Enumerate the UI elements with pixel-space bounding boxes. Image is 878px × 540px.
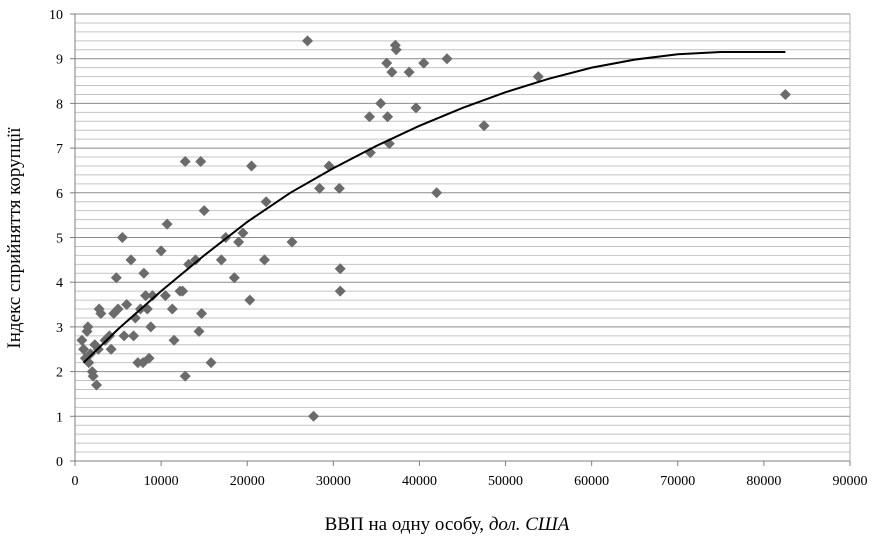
x-tick-label: 40000 bbox=[402, 474, 437, 489]
y-axis-title: Індекс сприйняття корупції bbox=[4, 127, 25, 349]
y-tick-label: 6 bbox=[56, 187, 63, 202]
x-tick-labels: 0 10000 20000 30000 40000 50000 60000 70000 8000… bbox=[72, 474, 868, 489]
data-point bbox=[215, 254, 227, 266]
x-tick-label: 60000 bbox=[574, 474, 609, 489]
data-point bbox=[205, 357, 217, 369]
data-point bbox=[121, 299, 133, 311]
data-point bbox=[128, 330, 140, 342]
data-point bbox=[237, 227, 249, 239]
data-point bbox=[364, 111, 375, 123]
data-point bbox=[95, 307, 107, 319]
data-point bbox=[103, 330, 115, 342]
data-point bbox=[228, 272, 240, 284]
data-point bbox=[375, 97, 387, 109]
y-tick-label: 7 bbox=[56, 142, 63, 157]
data-point bbox=[302, 35, 313, 47]
y-tick-label: 4 bbox=[56, 276, 63, 291]
data-point bbox=[403, 66, 415, 78]
y-tick-label: 2 bbox=[56, 366, 63, 381]
data-point bbox=[314, 182, 326, 194]
y-tick-label: 3 bbox=[56, 321, 63, 336]
data-point bbox=[233, 236, 245, 248]
data-point bbox=[308, 410, 320, 422]
data-point bbox=[532, 71, 544, 83]
data-point bbox=[258, 254, 270, 266]
y-tick-label: 0 bbox=[56, 455, 63, 470]
data-point bbox=[478, 120, 490, 132]
data-point bbox=[246, 160, 258, 172]
data-point bbox=[145, 321, 157, 333]
data-point bbox=[381, 57, 393, 69]
data-point bbox=[78, 343, 90, 355]
x-tick-label: 90000 bbox=[833, 474, 868, 489]
data-point bbox=[196, 307, 208, 319]
x-tick-label: 50000 bbox=[488, 474, 523, 489]
data-point bbox=[193, 325, 205, 337]
trendline bbox=[82, 51, 786, 364]
axes bbox=[70, 13, 851, 466]
data-point bbox=[190, 254, 202, 266]
data-point bbox=[140, 290, 152, 302]
data-point bbox=[161, 218, 173, 230]
grid bbox=[75, 13, 850, 462]
data-point bbox=[116, 232, 128, 243]
data-point bbox=[166, 303, 178, 315]
data-point bbox=[76, 334, 88, 346]
x-axis-title-unit: дол. США bbox=[489, 514, 570, 535]
data-point bbox=[334, 285, 346, 297]
y-tick-labels: 0 1 2 3 4 5 6 7 8 9 10 bbox=[49, 8, 63, 470]
data-point bbox=[91, 379, 103, 391]
data-point bbox=[260, 196, 272, 208]
data-point bbox=[179, 156, 191, 168]
x-axis-title-main: ВВП на одну особу, bbox=[325, 514, 489, 535]
data-point bbox=[118, 330, 130, 342]
y-tick-label: 1 bbox=[56, 410, 63, 425]
x-tick-label: 20000 bbox=[230, 474, 265, 489]
data-point bbox=[138, 267, 150, 279]
data-point bbox=[286, 236, 298, 248]
data-point bbox=[105, 343, 117, 355]
data-point bbox=[386, 66, 398, 78]
x-tick-label: 10000 bbox=[144, 474, 179, 489]
data-point bbox=[125, 254, 137, 266]
y-tick-label: 5 bbox=[56, 232, 63, 247]
data-point bbox=[410, 102, 422, 114]
data-point bbox=[141, 303, 153, 315]
data-point bbox=[147, 290, 158, 302]
data-point bbox=[198, 205, 210, 217]
data-point bbox=[195, 156, 207, 168]
data-point bbox=[418, 57, 430, 69]
y-tick-label: 10 bbox=[49, 8, 63, 23]
x-tick-label: 70000 bbox=[660, 474, 695, 489]
x-tick-label: 30000 bbox=[316, 474, 351, 489]
data-point bbox=[159, 290, 171, 302]
y-tick-label: 8 bbox=[56, 97, 63, 112]
data-point bbox=[334, 263, 346, 275]
x-axis-title: ВВП на одну особу, дол. США bbox=[325, 514, 570, 535]
data-point bbox=[779, 88, 791, 100]
data-point bbox=[382, 111, 394, 123]
data-point bbox=[431, 187, 443, 199]
data-point bbox=[390, 44, 402, 56]
data-point bbox=[333, 182, 345, 194]
data-point bbox=[143, 352, 155, 364]
data-point bbox=[110, 272, 122, 284]
data-point bbox=[87, 370, 99, 382]
data-point bbox=[155, 245, 167, 257]
data-point bbox=[179, 370, 191, 382]
x-tick-label: 0 bbox=[72, 474, 79, 489]
data-point bbox=[244, 294, 256, 306]
data-point bbox=[441, 53, 453, 65]
y-tick-label: 9 bbox=[56, 53, 63, 68]
data-point bbox=[85, 348, 96, 360]
data-point bbox=[168, 334, 180, 346]
data-point bbox=[112, 303, 124, 315]
data-point bbox=[177, 285, 189, 297]
x-tick-label: 80000 bbox=[746, 474, 781, 489]
data-point bbox=[82, 321, 94, 333]
